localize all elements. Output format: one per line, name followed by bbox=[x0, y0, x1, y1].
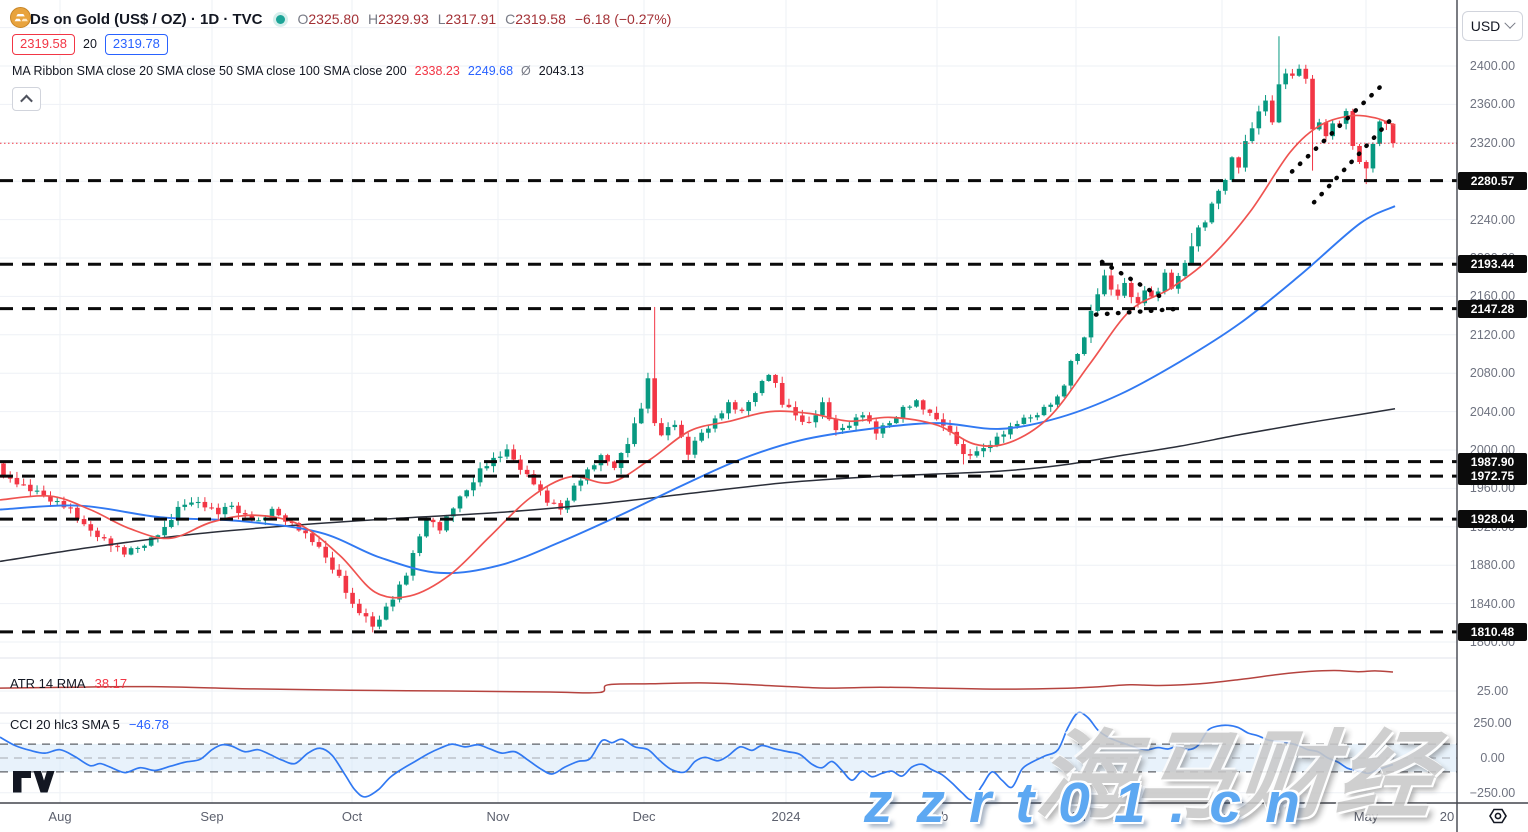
level-price-tag: 1972.75 bbox=[1458, 467, 1527, 486]
time-axis-label: Feb bbox=[925, 809, 949, 824]
cci-axis-tick: 250.00 bbox=[1473, 716, 1512, 731]
ma-ribbon-avg-symbol: Ø bbox=[521, 64, 531, 78]
price-axis-tick: 1880.00 bbox=[1469, 558, 1516, 573]
level-price-tag: 2193.44 bbox=[1458, 255, 1527, 274]
currency-label: USD bbox=[1470, 18, 1501, 34]
time-axis-label: Mar bbox=[1064, 809, 1088, 824]
chevron-up-icon bbox=[20, 94, 33, 107]
cci-value: −46.78 bbox=[128, 717, 169, 732]
ohlc-values: O2325.80 H2329.93 L2317.91 C2319.58 −6.1… bbox=[297, 11, 672, 27]
symbol-title[interactable]: CFDs on Gold (US$ / OZ) · 1D · TVC bbox=[10, 10, 263, 28]
dotted-trendline-annotation bbox=[1311, 111, 1399, 205]
level-price-tag: 2147.28 bbox=[1458, 299, 1527, 318]
cci-line bbox=[0, 711, 1394, 801]
ma-ribbon-value-2: 2249.68 bbox=[467, 64, 514, 78]
tradingview-logo bbox=[13, 771, 31, 793]
dotted-trendline-annotation bbox=[1093, 306, 1181, 317]
time-axis-label: Dec bbox=[632, 809, 656, 824]
collapse-legend-button[interactable] bbox=[12, 87, 41, 111]
price-axis-tick: 1840.00 bbox=[1469, 596, 1516, 611]
time-axis-label: Oct bbox=[341, 809, 363, 824]
cci-axis-tick: −250.00 bbox=[1469, 785, 1516, 800]
price-label-row: 2319.58 20 2319.78 bbox=[12, 33, 168, 55]
time-axis-label: Aug bbox=[48, 809, 72, 824]
time-axis-label: Nov bbox=[486, 809, 510, 824]
time-axis-label: 2024 bbox=[771, 809, 801, 824]
low-value: 2317.91 bbox=[445, 11, 497, 27]
dotted-trendline-annotation bbox=[1099, 259, 1163, 299]
ma-ribbon-value-1: 2338.23 bbox=[414, 64, 460, 78]
tradingview-logo bbox=[33, 771, 55, 793]
cci-legend[interactable]: CCI 20 hlc3 SMA 5 −46.78 bbox=[10, 717, 169, 732]
dotted-trendline-annotation bbox=[1289, 81, 1387, 174]
price-axis-tick: 2040.00 bbox=[1469, 404, 1516, 419]
high-value: 2329.93 bbox=[378, 11, 429, 27]
sma-200-line bbox=[0, 407, 1396, 563]
ma-ribbon-label: MA Ribbon SMA close 20 SMA close 50 SMA … bbox=[12, 64, 407, 78]
sma-20-line bbox=[0, 114, 1396, 599]
market-status-dot[interactable] bbox=[275, 14, 285, 24]
atr-label: ATR 14 RMA bbox=[10, 676, 86, 691]
timezone-settings-icon[interactable] bbox=[1487, 805, 1509, 827]
time-axis-label: May bbox=[1353, 809, 1379, 824]
chevron-down-icon bbox=[1504, 17, 1516, 29]
price-axis-tick: 2240.00 bbox=[1469, 212, 1516, 227]
level-price-tag: 1928.04 bbox=[1458, 510, 1527, 529]
time-axis-label: 20 bbox=[1439, 809, 1455, 824]
atr-line bbox=[0, 669, 1394, 694]
watermark-url: zzrt01.cn bbox=[864, 771, 1324, 832]
level-price-tag: 1810.48 bbox=[1458, 622, 1527, 641]
ma-ribbon-avg-value: 2043.13 bbox=[538, 64, 584, 78]
level-price-tag: 2280.57 bbox=[1458, 171, 1527, 190]
currency-button[interactable]: USD bbox=[1462, 11, 1523, 41]
ma-ribbon-legend[interactable]: MA Ribbon SMA close 20 SMA close 50 SMA … bbox=[12, 64, 584, 78]
price-axis-tick: 2360.00 bbox=[1469, 97, 1516, 112]
cci-axis-tick: 0.00 bbox=[1480, 751, 1505, 765]
close-value: 2319.58 bbox=[515, 11, 566, 27]
spread-label: 20 bbox=[83, 37, 97, 51]
atr-axis-tick: 25.00 bbox=[1476, 684, 1509, 698]
level-price-tag: 1987.90 bbox=[1458, 452, 1527, 471]
time-axis-label: Apr bbox=[1211, 809, 1233, 824]
price-axis-tick: 2400.00 bbox=[1469, 59, 1516, 73]
open-value: 2325.80 bbox=[308, 11, 359, 27]
ask-price-label[interactable]: 2319.78 bbox=[104, 33, 168, 55]
time-axis-label: Sep bbox=[200, 809, 224, 824]
atr-value: 38.17 bbox=[94, 676, 128, 691]
gold-symbol-icon bbox=[10, 7, 31, 28]
change-value: −6.18 (−0.27%) bbox=[574, 11, 672, 27]
symbol-header: CFDs on Gold (US$ / OZ) · 1D · TVC O2325… bbox=[10, 7, 671, 31]
cci-label: CCI 20 hlc3 SMA 5 bbox=[10, 717, 120, 732]
price-axis-tick: 2320.00 bbox=[1469, 135, 1516, 150]
price-axis-tick: 2080.00 bbox=[1469, 366, 1516, 381]
price-axis-tick: 2120.00 bbox=[1469, 327, 1516, 342]
bid-price-label[interactable]: 2319.58 bbox=[12, 33, 75, 55]
atr-legend[interactable]: ATR 14 RMA 38.17 bbox=[10, 676, 127, 691]
